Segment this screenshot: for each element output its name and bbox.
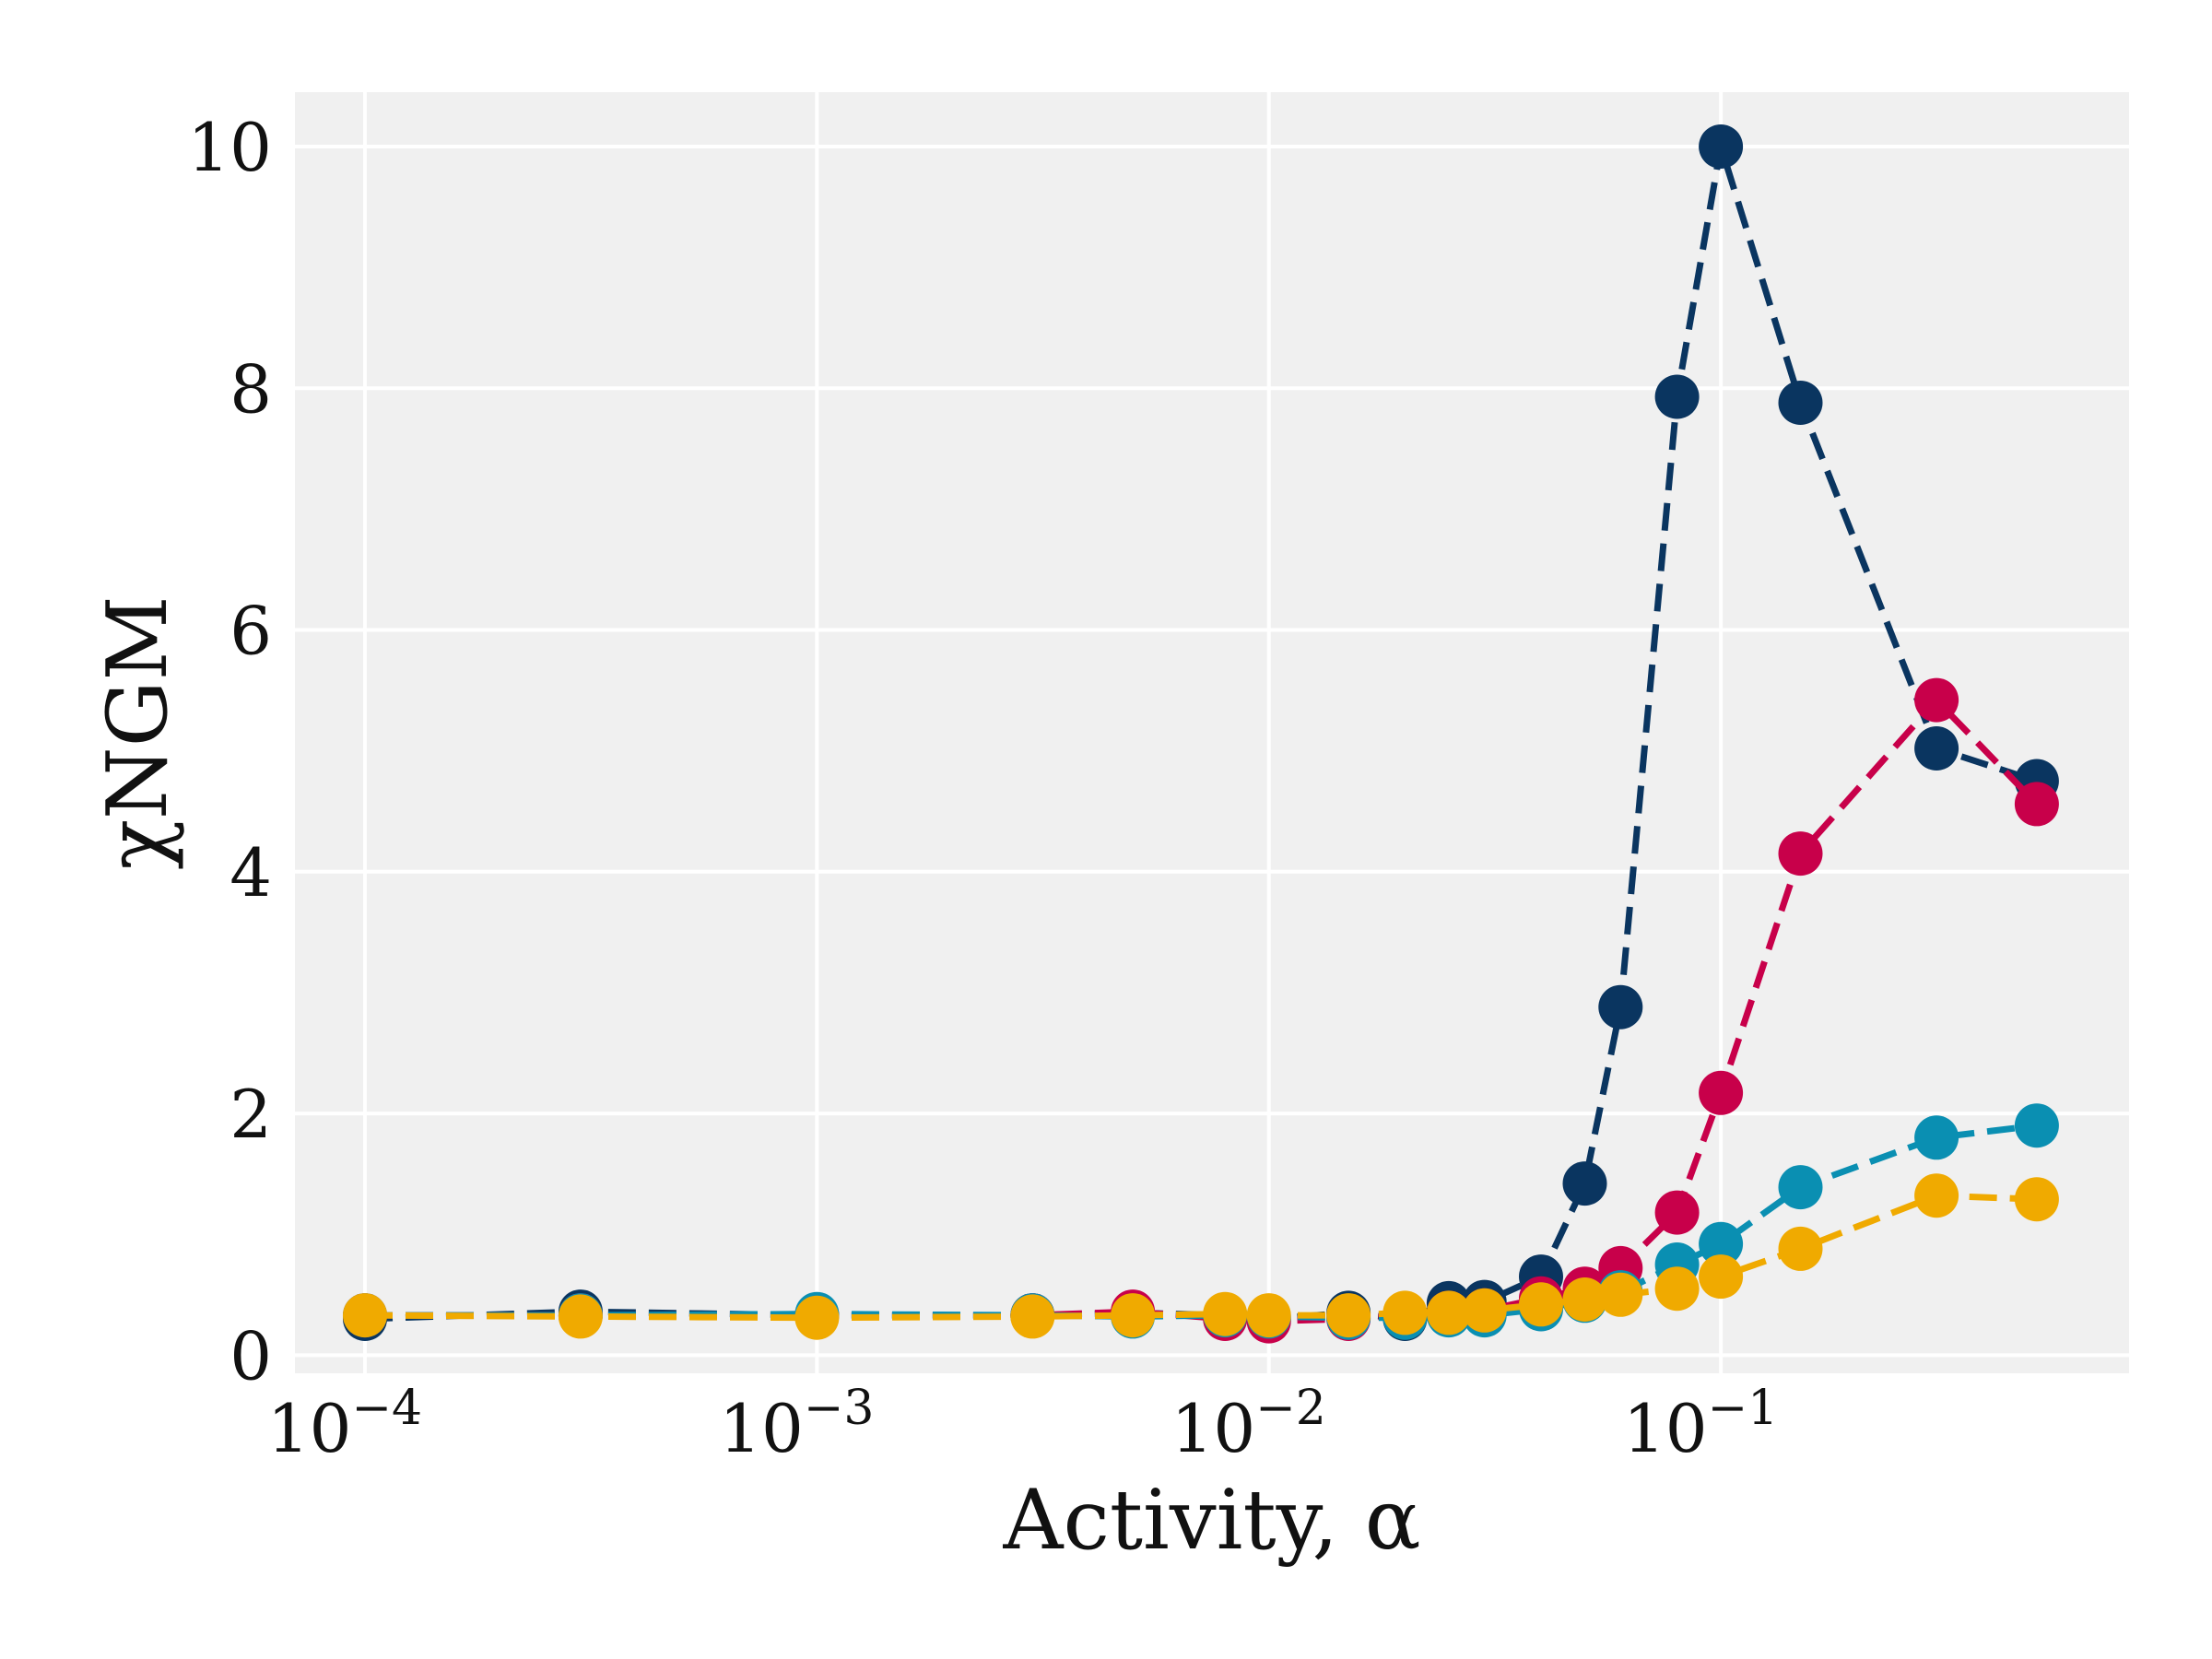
data-point xyxy=(1699,124,1744,169)
data-point xyxy=(1562,1161,1607,1206)
data-point xyxy=(1203,1291,1248,1336)
x-tick-label: 10−4 xyxy=(267,1381,422,1467)
x-tick-label: 10−2 xyxy=(1171,1381,1326,1467)
data-point xyxy=(1654,1266,1700,1312)
series-layer xyxy=(343,124,2059,1344)
data-point xyxy=(1246,1293,1291,1338)
data-point xyxy=(2014,782,2059,827)
data-point xyxy=(1778,1226,1823,1271)
data-point xyxy=(2014,1103,2059,1148)
data-point xyxy=(1010,1294,1055,1339)
data-point xyxy=(1562,1277,1607,1322)
plot-background xyxy=(295,92,2129,1373)
x-tick-label: 10−1 xyxy=(1623,1381,1778,1467)
series-4 xyxy=(343,1173,2059,1340)
data-point xyxy=(1598,1272,1643,1317)
x-axis-label: Activity, α xyxy=(1002,1472,1420,1569)
data-point xyxy=(1778,831,1823,877)
data-point xyxy=(1426,1290,1471,1335)
data-point xyxy=(1778,1165,1823,1210)
x-tick-labels: 10−4 10−3 10−2 10−1 xyxy=(267,1381,1778,1467)
y-tick-label: 8 xyxy=(229,350,272,428)
data-point xyxy=(1654,374,1700,419)
y-tick-label: 2 xyxy=(229,1076,272,1153)
data-point xyxy=(1914,677,1959,723)
data-point xyxy=(794,1295,840,1340)
y-tick-labels: 0 2 4 6 8 10 xyxy=(187,109,272,1394)
data-point xyxy=(343,1293,387,1338)
data-point xyxy=(1699,1070,1744,1115)
data-point xyxy=(1699,1221,1744,1266)
data-point xyxy=(1598,984,1643,1030)
data-point xyxy=(1519,1282,1563,1327)
data-point xyxy=(1111,1293,1156,1338)
data-point xyxy=(1699,1254,1744,1300)
data-point xyxy=(1382,1290,1428,1335)
data-point xyxy=(1914,726,1959,771)
data-point xyxy=(1914,1173,1959,1218)
data-point xyxy=(1778,381,1823,425)
y-tick-label: 0 xyxy=(229,1317,272,1394)
data-point xyxy=(1462,1288,1507,1333)
data-point xyxy=(1326,1293,1371,1338)
x-tick-label: 10−3 xyxy=(719,1381,874,1467)
data-point xyxy=(2014,1177,2059,1222)
y-tick-label: 10 xyxy=(187,109,272,186)
y-tick-label: 4 xyxy=(229,834,272,912)
data-point xyxy=(1654,1190,1700,1235)
data-point xyxy=(558,1294,603,1339)
data-point xyxy=(1914,1115,1959,1160)
y-axis-label: χNGM xyxy=(89,595,186,869)
grid xyxy=(295,92,2129,1373)
y-tick-label: 6 xyxy=(229,593,272,670)
